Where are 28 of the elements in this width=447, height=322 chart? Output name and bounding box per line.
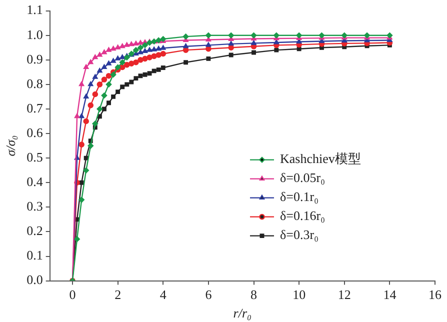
y-tick-label: 0.6	[26, 124, 44, 140]
y-tick-label: 0.5	[26, 149, 43, 164]
y-tick-label: 1.0	[26, 26, 43, 42]
y-tick-label: 0.3	[26, 198, 43, 214]
y-tick-label: 0.1	[26, 248, 43, 263]
legend-label: δ=0.16r₀	[280, 208, 326, 224]
y-tick-label: 0.7	[26, 100, 44, 116]
x-tick-label: 6	[205, 287, 212, 302]
x-tick-label: 16	[428, 287, 442, 302]
x-tick-label: 4	[160, 287, 167, 302]
legend-label: Kashchiev模型	[280, 151, 361, 166]
y-tick-label: 0.0	[26, 272, 43, 288]
y-tick-label: 0.2	[26, 223, 43, 238]
x-tick-label: 8	[250, 287, 258, 302]
x-tick-label: 10	[292, 287, 306, 302]
y-axis-title: σ/σ₀	[3, 135, 18, 156]
y-tick-label: 1.1	[26, 2, 43, 18]
x-tick-label: 2	[114, 287, 122, 302]
y-tick-label: 0.8	[26, 76, 43, 91]
legend-label: δ=0.05r₀	[280, 170, 326, 186]
x-axis-title: r/r₀	[233, 306, 252, 321]
legend-label: δ=0.1r₀	[280, 189, 319, 204]
legend-label: δ=0.3r₀	[280, 227, 319, 242]
x-tick-label: 12	[338, 287, 351, 302]
y-tick-label: 0.9	[26, 51, 43, 66]
x-tick-label: 0	[69, 287, 76, 302]
y-tick-label: 0.4	[26, 174, 44, 190]
x-tick-label: 14	[383, 287, 397, 302]
